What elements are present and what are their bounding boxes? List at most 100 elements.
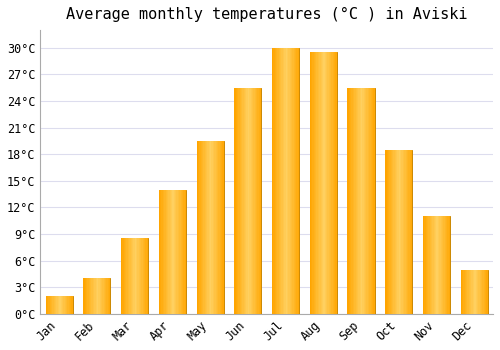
Bar — [48, 296, 50, 314]
Bar — [290, 48, 291, 314]
Bar — [60, 296, 62, 314]
Bar — [64, 296, 66, 314]
Bar — [295, 48, 296, 314]
Bar — [312, 52, 314, 314]
Bar — [287, 48, 288, 314]
Bar — [51, 296, 52, 314]
Bar — [134, 238, 136, 314]
Bar — [440, 216, 442, 314]
Bar — [210, 141, 212, 314]
Bar — [466, 270, 468, 314]
Bar — [426, 216, 427, 314]
Bar — [407, 150, 408, 314]
Bar — [166, 190, 167, 314]
Bar — [84, 278, 86, 314]
Bar — [362, 88, 364, 314]
Bar — [159, 190, 160, 314]
Bar — [167, 190, 168, 314]
Bar — [234, 88, 262, 314]
Bar — [411, 150, 412, 314]
Bar — [398, 150, 400, 314]
Bar — [427, 216, 428, 314]
Bar — [282, 48, 283, 314]
Bar — [121, 238, 148, 314]
Bar — [108, 278, 109, 314]
Bar — [402, 150, 403, 314]
Bar — [276, 48, 278, 314]
Bar — [438, 216, 439, 314]
Bar — [126, 238, 128, 314]
Bar — [360, 88, 361, 314]
Bar — [315, 52, 316, 314]
Bar — [180, 190, 182, 314]
Bar — [370, 88, 372, 314]
Bar — [464, 270, 466, 314]
Bar — [213, 141, 214, 314]
Bar — [246, 88, 248, 314]
Bar — [310, 52, 337, 314]
Bar — [318, 52, 319, 314]
Bar — [196, 141, 198, 314]
Bar — [90, 278, 92, 314]
Bar — [408, 150, 410, 314]
Bar — [468, 270, 469, 314]
Bar — [250, 88, 252, 314]
Bar — [63, 296, 64, 314]
Bar — [385, 150, 412, 314]
Bar — [122, 238, 124, 314]
Bar — [142, 238, 143, 314]
Title: Average monthly temperatures (°C ) in Aviski: Average monthly temperatures (°C ) in Av… — [66, 7, 468, 22]
Bar — [404, 150, 406, 314]
Bar — [448, 216, 450, 314]
Bar — [100, 278, 101, 314]
Bar — [240, 88, 241, 314]
Bar — [280, 48, 281, 314]
Bar — [52, 296, 54, 314]
Bar — [248, 88, 249, 314]
Bar — [310, 52, 311, 314]
Bar — [336, 52, 337, 314]
Bar — [478, 270, 480, 314]
Bar — [292, 48, 294, 314]
Bar — [365, 88, 366, 314]
Bar — [470, 270, 472, 314]
Bar — [396, 150, 398, 314]
Bar — [389, 150, 390, 314]
Bar — [59, 296, 60, 314]
Bar — [129, 238, 130, 314]
Bar — [474, 270, 476, 314]
Bar — [237, 88, 238, 314]
Bar — [106, 278, 108, 314]
Bar — [125, 238, 126, 314]
Bar — [130, 238, 132, 314]
Bar — [50, 296, 51, 314]
Bar — [252, 88, 253, 314]
Bar — [373, 88, 374, 314]
Bar — [144, 238, 146, 314]
Bar — [431, 216, 432, 314]
Bar — [55, 296, 56, 314]
Bar — [410, 150, 411, 314]
Bar — [316, 52, 318, 314]
Bar — [86, 278, 88, 314]
Bar — [72, 296, 73, 314]
Bar — [58, 296, 59, 314]
Bar — [469, 270, 470, 314]
Bar — [128, 238, 129, 314]
Bar — [272, 48, 299, 314]
Bar — [480, 270, 481, 314]
Bar — [388, 150, 389, 314]
Bar — [202, 141, 203, 314]
Bar — [364, 88, 365, 314]
Bar — [324, 52, 326, 314]
Bar — [143, 238, 144, 314]
Bar — [184, 190, 186, 314]
Bar — [256, 88, 258, 314]
Bar — [234, 88, 235, 314]
Bar — [241, 88, 242, 314]
Bar — [164, 190, 166, 314]
Bar — [294, 48, 295, 314]
Bar — [47, 296, 48, 314]
Bar — [481, 270, 482, 314]
Bar — [485, 270, 486, 314]
